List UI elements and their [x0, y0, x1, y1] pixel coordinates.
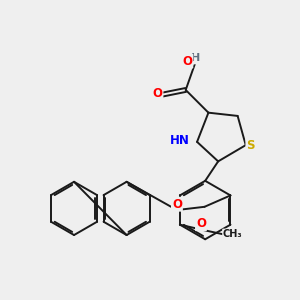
Text: CH₃: CH₃: [223, 230, 243, 239]
Text: O: O: [196, 217, 206, 230]
Text: O: O: [152, 87, 163, 100]
Text: HN: HN: [170, 134, 190, 147]
Text: S: S: [246, 139, 255, 152]
Text: O: O: [172, 198, 182, 211]
Text: O: O: [182, 55, 192, 68]
Text: H: H: [191, 53, 201, 64]
